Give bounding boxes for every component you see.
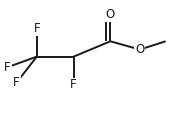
Text: O: O — [106, 8, 115, 21]
Text: F: F — [13, 76, 20, 89]
Text: F: F — [4, 61, 11, 74]
Text: O: O — [135, 43, 144, 56]
Text: F: F — [70, 78, 77, 91]
Text: F: F — [33, 22, 40, 35]
